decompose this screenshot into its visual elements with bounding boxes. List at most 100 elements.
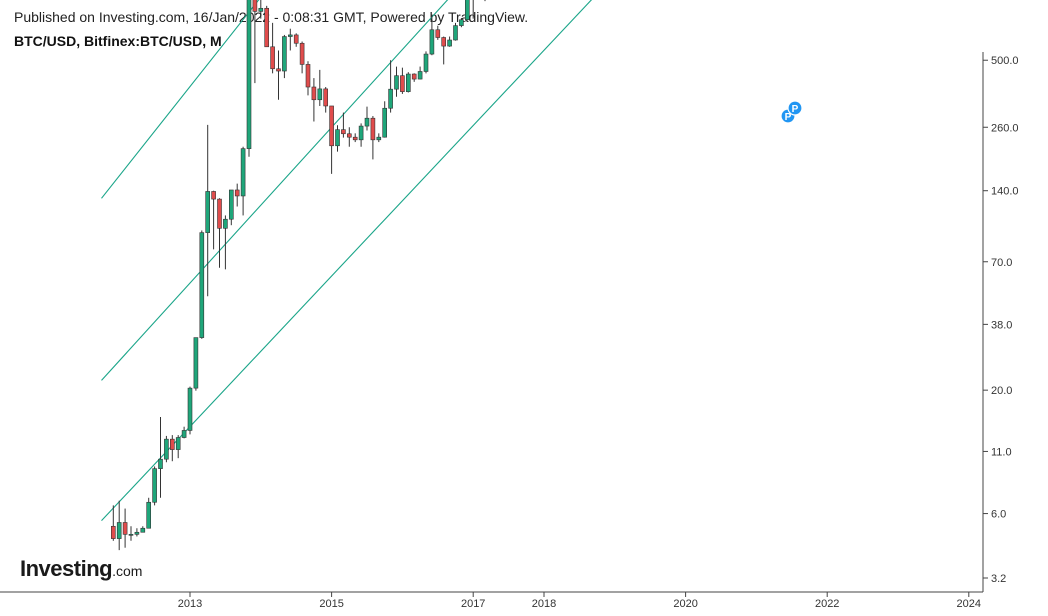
candle[interactable] <box>217 198 222 268</box>
candle[interactable] <box>341 112 346 138</box>
candle[interactable] <box>441 36 447 65</box>
candle[interactable] <box>193 337 199 391</box>
candle[interactable] <box>181 426 187 439</box>
event-marker[interactable]: P <box>787 100 803 116</box>
candle[interactable] <box>447 36 452 47</box>
candle[interactable] <box>464 0 470 21</box>
candle[interactable] <box>282 34 287 79</box>
candle[interactable] <box>158 416 163 498</box>
candle[interactable] <box>223 215 228 270</box>
candle-body <box>175 437 181 450</box>
candle-body <box>435 29 441 38</box>
x-tick-label: 2015 <box>319 598 343 610</box>
candle[interactable] <box>335 125 340 152</box>
candle[interactable] <box>152 466 157 506</box>
y-tick-label: 260.0 <box>991 122 1019 134</box>
candle-body <box>423 53 429 72</box>
candle[interactable] <box>323 87 329 113</box>
candle[interactable] <box>429 14 435 56</box>
candle[interactable] <box>111 505 116 541</box>
candle[interactable] <box>358 123 364 147</box>
candle[interactable] <box>411 73 417 82</box>
candle[interactable] <box>187 386 193 435</box>
candle[interactable] <box>205 124 210 297</box>
candle[interactable] <box>293 33 299 47</box>
candle-body <box>205 191 210 233</box>
candle[interactable] <box>134 528 140 537</box>
candle[interactable] <box>270 22 275 74</box>
candle[interactable] <box>199 230 205 339</box>
candle-body <box>346 133 352 138</box>
candle[interactable] <box>234 183 240 207</box>
candle[interactable] <box>175 435 181 459</box>
candle[interactable] <box>417 66 423 80</box>
candle[interactable] <box>459 17 464 28</box>
candle[interactable] <box>370 116 376 160</box>
y-tick-label: 500.0 <box>991 55 1019 67</box>
candle[interactable] <box>435 25 441 40</box>
candle[interactable] <box>364 106 370 131</box>
candle-body <box>122 522 128 535</box>
candle[interactable] <box>405 72 411 93</box>
candle-body <box>382 107 388 138</box>
candle[interactable] <box>229 189 234 226</box>
candle[interactable] <box>276 50 281 100</box>
x-tick-label: 2020 <box>673 598 697 610</box>
candle[interactable] <box>258 0 264 19</box>
y-tick-label: 11.0 <box>991 446 1012 458</box>
candle[interactable] <box>471 0 475 19</box>
y-tick-label: 38.0 <box>991 319 1012 331</box>
candle[interactable] <box>329 105 334 174</box>
candle-body <box>394 75 399 90</box>
candle-body <box>181 430 187 438</box>
candle[interactable] <box>128 526 134 541</box>
candle[interactable] <box>346 127 352 147</box>
candle-body <box>411 73 417 80</box>
candle[interactable] <box>240 146 246 216</box>
candle[interactable] <box>394 66 399 97</box>
investing-logo: Investing.com <box>20 556 142 582</box>
event-marker-label: P <box>792 104 799 115</box>
candle[interactable] <box>400 67 405 94</box>
candle-body <box>211 191 216 200</box>
candle[interactable] <box>453 22 458 41</box>
candle[interactable] <box>122 508 128 548</box>
candle[interactable] <box>305 61 311 96</box>
candle[interactable] <box>388 60 393 113</box>
candle[interactable] <box>311 78 317 122</box>
candle[interactable] <box>146 497 151 529</box>
candle[interactable] <box>116 500 122 551</box>
channel-lines <box>101 0 593 522</box>
candle[interactable] <box>140 526 146 533</box>
candle-body <box>229 189 234 220</box>
x-tick-label: 2018 <box>532 598 556 610</box>
candle[interactable] <box>164 435 169 463</box>
candle[interactable] <box>246 0 252 157</box>
candle[interactable] <box>299 41 305 74</box>
candle-body <box>329 105 334 147</box>
candle-body <box>140 527 146 533</box>
candle-body <box>170 438 175 450</box>
candle-body <box>217 198 222 229</box>
candle[interactable] <box>483 0 487 2</box>
candle[interactable] <box>352 133 358 143</box>
candle-body <box>270 46 275 70</box>
candle[interactable] <box>211 190 216 250</box>
candle[interactable] <box>264 5 270 48</box>
candle-body <box>252 0 258 12</box>
y-tick-label: 70.0 <box>991 257 1012 269</box>
candle[interactable] <box>252 0 258 84</box>
candle-body <box>376 136 382 141</box>
channel-line-lower <box>101 0 593 522</box>
candle[interactable] <box>423 51 429 74</box>
candle[interactable] <box>317 69 323 106</box>
candle-body <box>364 117 370 127</box>
candle[interactable] <box>287 28 293 51</box>
candle[interactable] <box>170 435 175 462</box>
candle-body <box>352 136 358 141</box>
candles[interactable] <box>111 0 829 551</box>
candle[interactable] <box>382 101 388 138</box>
candle[interactable] <box>376 133 382 143</box>
candle-body <box>341 129 346 135</box>
